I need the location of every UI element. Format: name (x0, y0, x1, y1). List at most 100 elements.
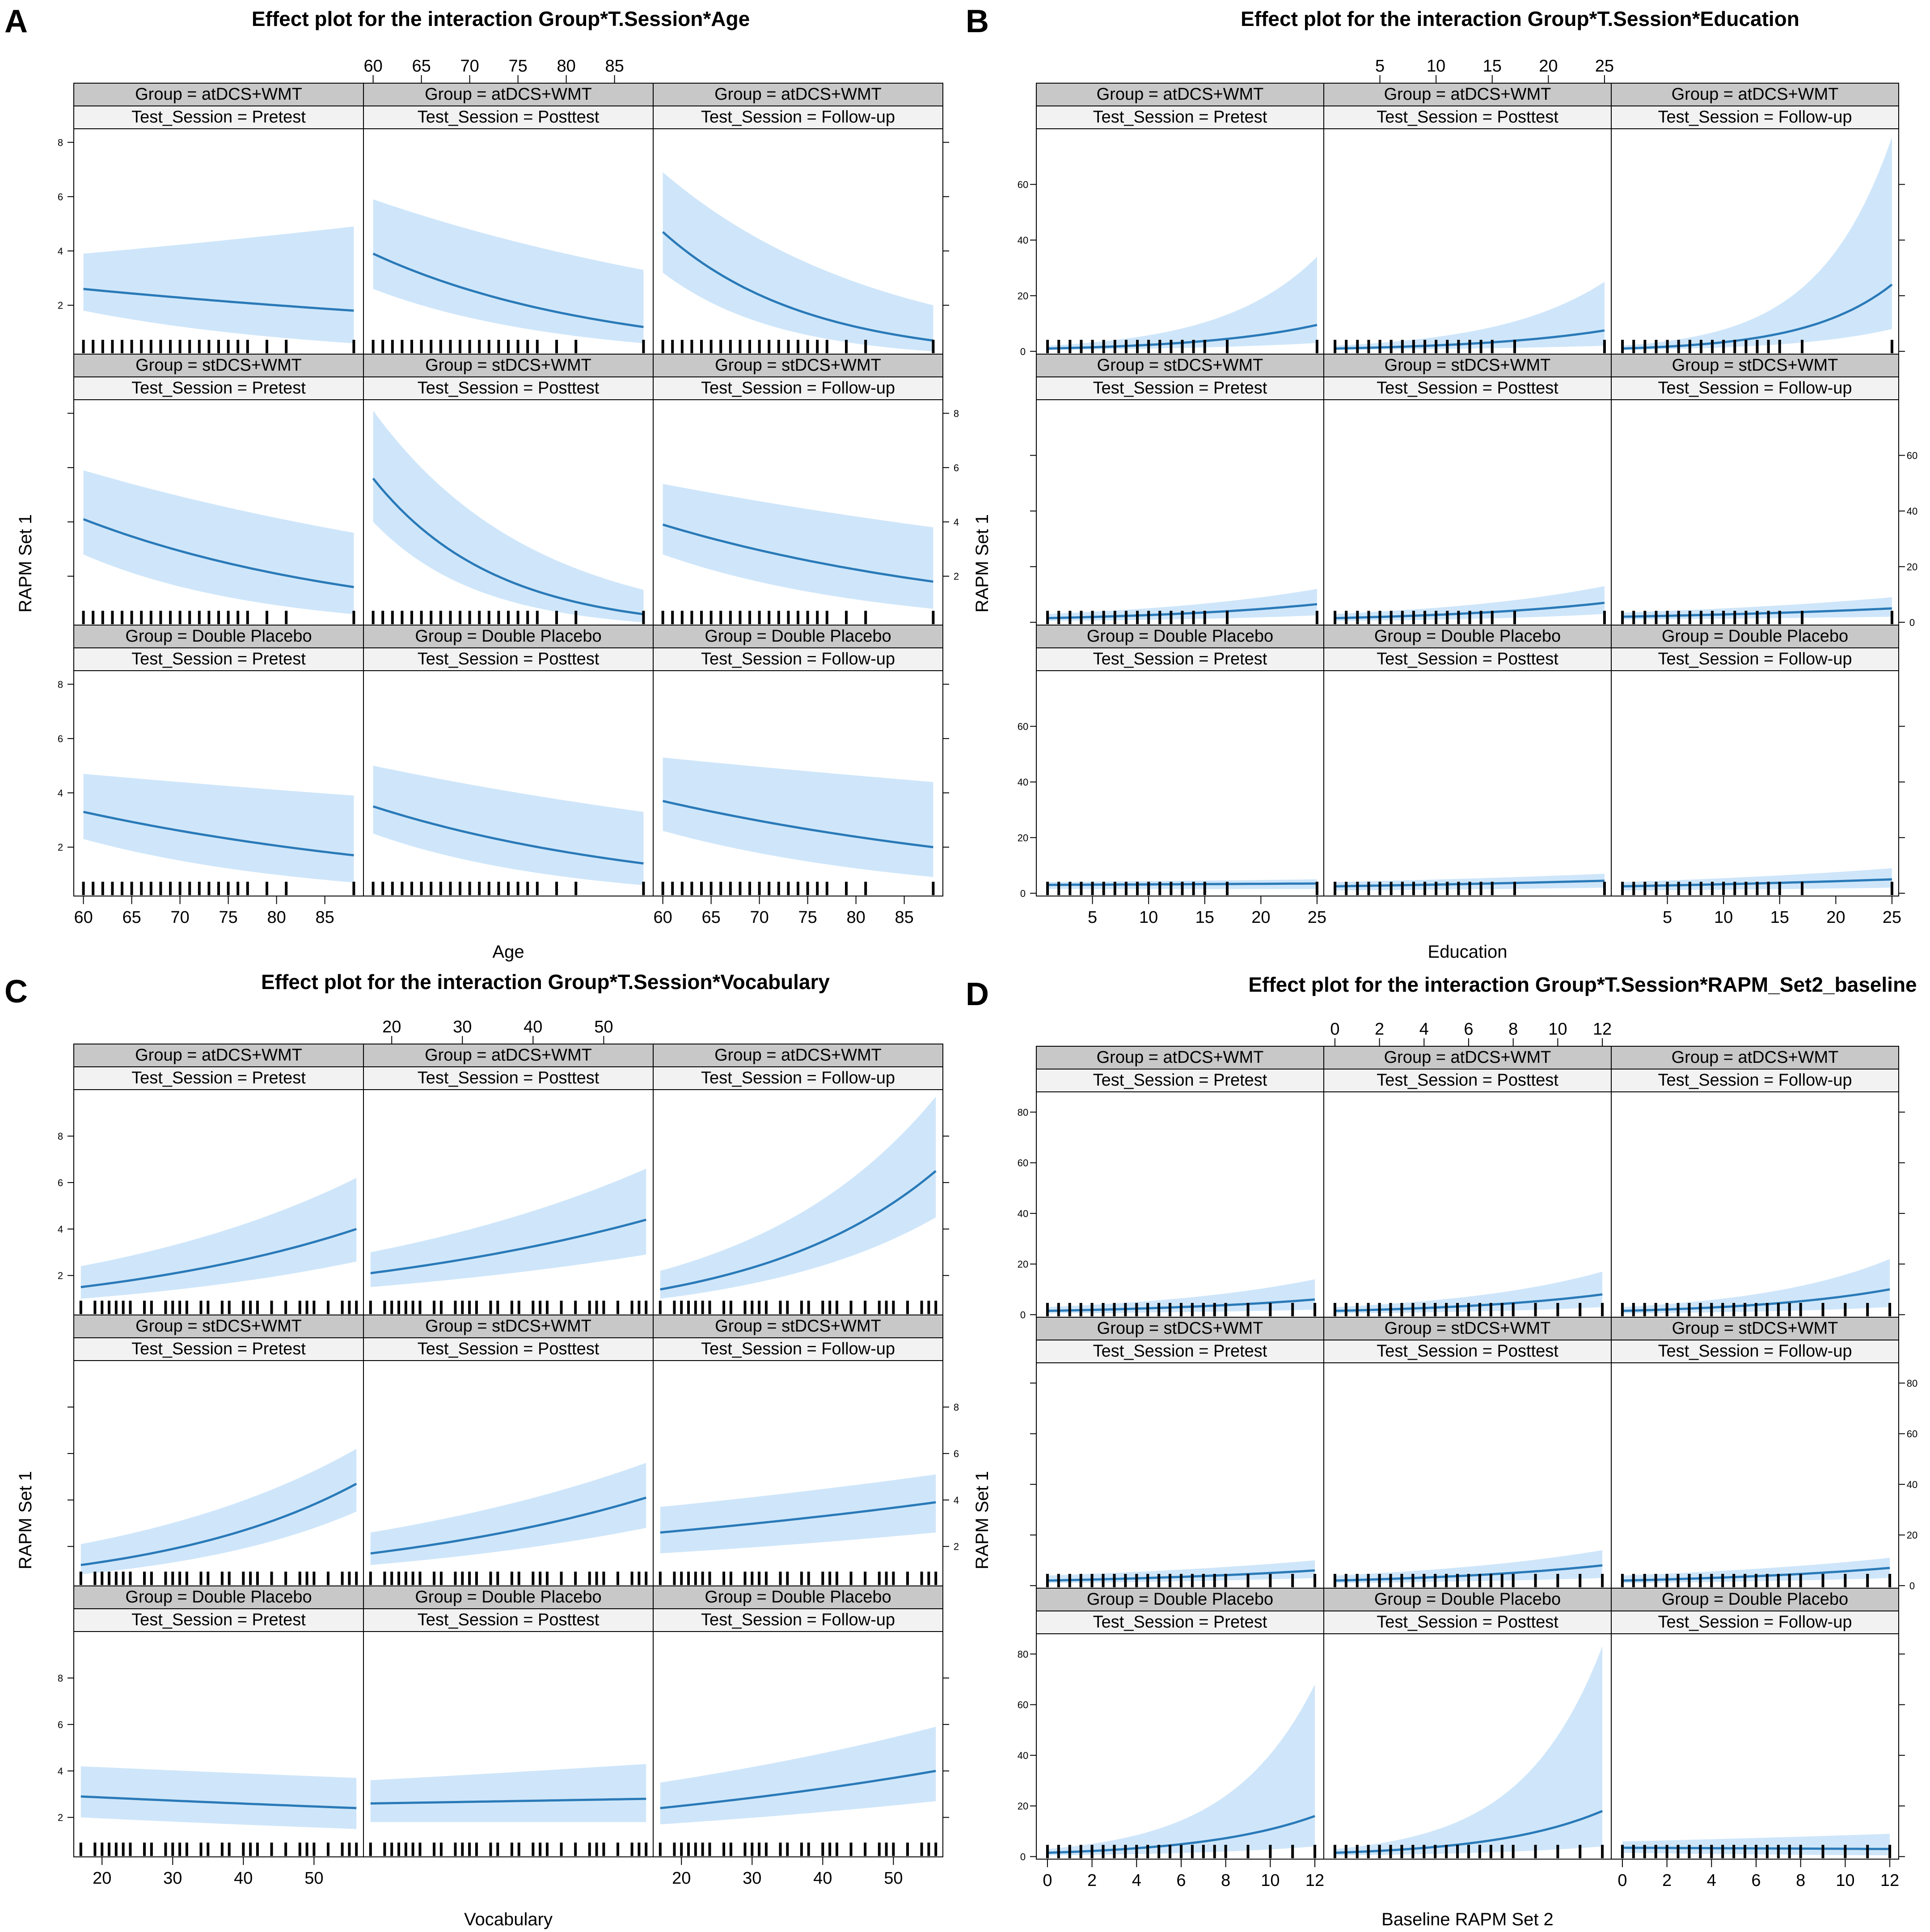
chart-b: B Effect plot for the interaction Group*T… (966, 4, 1917, 962)
y-tick-label: 8 (58, 137, 63, 148)
x-tick-top-label: 75 (508, 57, 527, 76)
x-tick-label: 2 (1087, 1871, 1097, 1890)
session-strip (1036, 106, 1324, 129)
group-strip (73, 83, 364, 106)
x-tick-label: 20 (1251, 908, 1270, 927)
group-strip-label: Group = Double Placebo (1374, 1590, 1561, 1609)
chart-title: Effect plot for the interaction Group*T.… (1248, 973, 1917, 996)
confidence-band (373, 410, 644, 622)
group-strip (1323, 625, 1612, 648)
session-strip (653, 376, 943, 400)
session-strip-label: Test_Session = Pretest (1093, 108, 1267, 127)
session-strip-label: Test_Session = Follow-up (701, 1069, 895, 1087)
session-strip (1323, 376, 1612, 400)
effect-line (660, 1501, 936, 1534)
y-tick-label: 6 (58, 1177, 63, 1188)
group-strip-label: Group = Double Placebo (1662, 1590, 1848, 1609)
y-tick-label: 20 (1018, 290, 1028, 301)
x-tick-top-label: 10 (1548, 1020, 1567, 1039)
confidence-band (80, 1766, 357, 1829)
group-strip-label: Group = atDCS+WMT (425, 1046, 592, 1065)
x-tick-label: 50 (304, 1869, 323, 1888)
group-strip (1036, 625, 1324, 648)
confidence-band (663, 172, 933, 351)
session-strip (363, 1337, 654, 1361)
x-tick-label: 4 (1707, 1871, 1716, 1890)
x-tick-label: 20 (93, 1869, 111, 1888)
x-tick-label: 70 (170, 908, 189, 927)
y-tick-label: 4 (58, 245, 63, 257)
x-tick-top-label: 65 (412, 57, 431, 76)
y-tick-label: 2 (58, 300, 63, 311)
effect-line (370, 1218, 646, 1274)
x-tick-label: 80 (846, 908, 865, 927)
session-strip (363, 1066, 654, 1090)
y-tick-label: 2 (954, 1541, 959, 1552)
session-strip-label: Test_Session = Pretest (131, 650, 306, 668)
x-tick-label: 30 (163, 1869, 182, 1888)
session-strip-label: Test_Session = Posttest (418, 650, 600, 668)
group-strip-label: Group = stDCS+WMT (715, 1317, 881, 1336)
confidence-band (83, 774, 354, 883)
session-strip-label: Test_Session = Posttest (1377, 379, 1558, 397)
session-strip-label: Test_Session = Follow-up (701, 379, 895, 397)
x-tick-label: 25 (1308, 908, 1326, 927)
x-tick-top-label: 20 (1539, 57, 1558, 76)
x-tick-label: 85 (315, 908, 334, 927)
panel-frame (1036, 670, 1324, 896)
chart-title: Effect plot for the interaction Group*T.… (252, 7, 750, 30)
y-tick-label: 60 (1018, 1158, 1028, 1169)
x-tick-label: 5 (1088, 908, 1097, 927)
x-tick-label: 60 (74, 908, 93, 927)
x-tick-label: 40 (813, 1869, 832, 1888)
y-tick-label: 20 (1018, 832, 1028, 843)
group-strip (363, 354, 654, 377)
x-tick-top-label: 50 (594, 1018, 613, 1036)
panel-frame (1611, 1633, 1899, 1860)
confidence-band (1335, 282, 1605, 350)
panel-frame (1323, 1362, 1612, 1589)
confidence-band (370, 1168, 646, 1287)
confidence-band (370, 1463, 646, 1565)
x-tick-top-label: 4 (1419, 1020, 1429, 1039)
session-strip-label: Test_Session = Follow-up (1658, 650, 1852, 668)
group-strip (1323, 354, 1612, 377)
group-strip (653, 354, 943, 377)
y-tick-label: 60 (1018, 721, 1028, 732)
x-tick-label: 20 (672, 1869, 691, 1888)
group-strip (1036, 354, 1324, 377)
y-tick-label: 0 (1020, 1851, 1026, 1862)
session-strip (653, 1066, 943, 1090)
effect-line (372, 805, 644, 865)
y-axis-label: RAPM Set 1 (972, 514, 992, 613)
group-strip-label: Group = Double Placebo (125, 627, 312, 646)
session-strip (1611, 376, 1899, 400)
x-tick-label: 70 (750, 908, 769, 927)
group-strip-label: Group = atDCS+WMT (714, 1046, 882, 1065)
session-strip-label: Test_Session = Posttest (1377, 108, 1558, 127)
confidence-band (373, 765, 644, 885)
panel-frame (1036, 1091, 1324, 1318)
group-strip-label: Group = stDCS+WMT (135, 1317, 302, 1336)
session-strip-label: Test_Session = Follow-up (1658, 1071, 1852, 1090)
panel-letter: A (4, 4, 28, 39)
panel-letter: B (966, 4, 989, 39)
confidence-band (370, 1764, 646, 1822)
x-tick-label: 8 (1796, 1871, 1805, 1890)
group-strip-label: Group = atDCS+WMT (1384, 1048, 1551, 1067)
confidence-band (1047, 257, 1317, 350)
session-strip (363, 647, 654, 671)
x-tick-label: 2 (1662, 1871, 1672, 1890)
confidence-band (660, 1096, 936, 1299)
group-strip-label: Group = stDCS+WMT (1385, 356, 1551, 375)
panel-frame (1323, 399, 1612, 626)
session-strip (73, 106, 364, 129)
effect-line (83, 287, 354, 312)
y-tick-label: 40 (1018, 1750, 1028, 1761)
x-tick-top-label: 6 (1464, 1020, 1473, 1039)
confidence-band (660, 1727, 936, 1825)
panel-frame (1036, 1362, 1324, 1589)
group-strip-label: Group = atDCS+WMT (1097, 85, 1264, 104)
panel-letter: C (4, 974, 28, 1010)
